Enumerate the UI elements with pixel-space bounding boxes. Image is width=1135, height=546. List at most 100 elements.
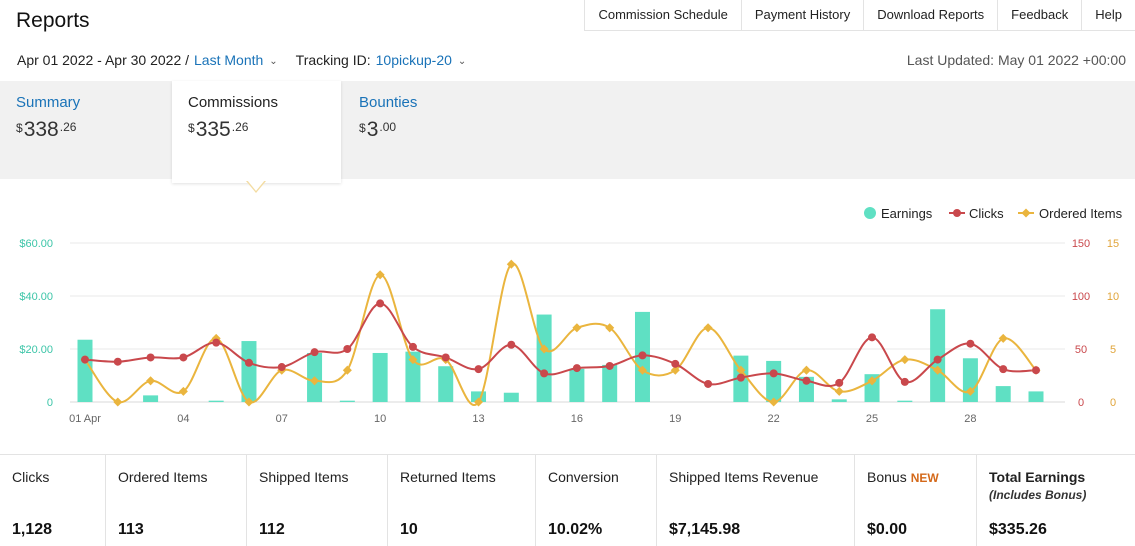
- stat-bonus: Bonus NEW $0.00: [855, 455, 977, 546]
- x-tick-label: 28: [964, 413, 976, 425]
- chevron-down-icon[interactable]: ⌄: [269, 55, 278, 67]
- chart-svg: 0 0 0 $20.00 50 5 $40.00 100 10 $60.00 150 15 01 Apr…: [19, 206, 1122, 425]
- clicks-point: [605, 361, 614, 370]
- clicks-point: [736, 373, 745, 382]
- earnings-bar: [766, 360, 782, 402]
- clicks-point: [966, 339, 975, 348]
- y-left-tick-label: 0: [47, 397, 53, 409]
- x-tick-label: 16: [571, 413, 583, 425]
- clicks-point: [704, 379, 713, 388]
- stat-label: Clicks: [12, 469, 50, 485]
- legend-earnings-marker: [864, 207, 876, 219]
- date-range: Apr 01 2022 - Apr 30 2022 /: [17, 52, 190, 68]
- filter-row: Apr 01 2022 - Apr 30 2022 / Last Month ⌄…: [17, 52, 466, 68]
- clicks-point: [146, 353, 155, 362]
- tab-summary[interactable]: Summary $ 338 .26: [0, 81, 172, 179]
- tab-commissions-label: Commissions: [188, 94, 279, 111]
- clicks-point: [244, 358, 253, 367]
- stat-returned-items: Returned Items 10: [388, 455, 536, 546]
- stat-clicks: Clicks 1,128: [0, 455, 106, 546]
- stat-label: Shipped Items Revenue: [669, 469, 819, 485]
- tab-summary-amount: $ 338 .26: [16, 118, 172, 142]
- earnings-bar: [372, 352, 388, 402]
- stat-value: 1,128: [12, 521, 53, 538]
- y-right-clicks-tick-label: 100: [1072, 291, 1090, 303]
- stats-row: Clicks 1,128 Ordered Items 113 Shipped I…: [0, 454, 1135, 546]
- y-left-tick-label: $40.00: [19, 291, 53, 303]
- earnings-bar: [602, 364, 618, 402]
- clicks-point: [310, 348, 319, 357]
- nav-help[interactable]: Help: [1095, 7, 1122, 22]
- amount-whole: 3: [366, 118, 379, 141]
- clicks-point: [769, 369, 778, 378]
- stat-value: 113: [118, 521, 144, 538]
- x-tick-label: 13: [472, 413, 484, 425]
- ordered-items-point: [146, 376, 156, 386]
- stat-label: Total Earnings: [989, 469, 1086, 485]
- clicks-point: [802, 376, 811, 385]
- stat-label: Bonus NEW: [867, 469, 976, 485]
- clicks-point: [835, 378, 844, 387]
- amount-cents: .26: [231, 120, 249, 134]
- clicks-point: [572, 364, 581, 373]
- currency-symbol: $: [188, 121, 195, 135]
- tracking-id-dropdown[interactable]: 10pickup-20: [375, 52, 452, 68]
- earnings-bar: [503, 392, 519, 402]
- nav-payment-history[interactable]: Payment History: [742, 0, 865, 30]
- tab-commissions-amount: $ 335 .26: [188, 118, 341, 142]
- clicks-point: [999, 365, 1008, 374]
- stat-total-earnings: Total Earnings (Includes Bonus) $335.26: [977, 455, 1135, 546]
- legend-clicks-label: Clicks: [969, 206, 1004, 221]
- clicks-point: [441, 353, 450, 362]
- stat-shipped-items: Shipped Items 112: [247, 455, 388, 546]
- amount-cents: .26: [59, 120, 77, 134]
- nav-download-reports[interactable]: Download Reports: [864, 0, 999, 30]
- earnings-chart: 0 0 0 $20.00 50 5 $40.00 100 10 $60.00 150 15 01 Apr…: [0, 190, 1135, 440]
- earnings-bar: [208, 400, 224, 402]
- tab-bounties[interactable]: Bounties $ 3 .00: [343, 81, 503, 179]
- stat-label-text: Bonus: [867, 469, 907, 485]
- clicks-point: [81, 355, 89, 364]
- stat-value: $335.26: [989, 521, 1047, 538]
- tab-summary-label: Summary: [16, 94, 81, 111]
- period-dropdown[interactable]: Last Month: [194, 52, 264, 68]
- x-tick-label: 25: [866, 413, 878, 425]
- ordered-items-point: [933, 365, 943, 375]
- ordered-items-point: [801, 365, 811, 375]
- x-tick-label: 04: [177, 413, 189, 425]
- ordered-items-point: [900, 355, 910, 365]
- earnings-bar: [798, 376, 814, 402]
- y-left-tick-label: $60.00: [19, 238, 53, 250]
- ordered-items-point: [473, 397, 484, 407]
- x-tick-label: 19: [669, 413, 681, 425]
- nav-feedback[interactable]: Feedback: [998, 0, 1083, 30]
- ordered-items-point: [769, 397, 779, 407]
- ordered-items-point: [834, 386, 844, 396]
- earnings-bar: [143, 395, 159, 402]
- tab-band: Summary $ 338 .26 Commissions $ 335 .26 …: [0, 81, 1135, 183]
- clicks-point: [113, 357, 122, 366]
- x-tick-label: 10: [374, 413, 386, 425]
- y-right-clicks-tick-label: 0: [1078, 397, 1084, 409]
- stat-label: Shipped Items: [259, 469, 349, 485]
- legend-earnings-label: Earnings: [881, 206, 933, 221]
- earnings-bar: [995, 386, 1011, 402]
- amount-cents: .00: [379, 120, 397, 134]
- tab-bounties-amount: $ 3 .00: [359, 118, 503, 142]
- legend-ordered-marker: [1021, 208, 1031, 218]
- earnings-bar: [569, 368, 585, 402]
- earnings-bar: [1028, 391, 1044, 402]
- chevron-down-icon[interactable]: ⌄: [457, 55, 467, 67]
- tab-commissions[interactable]: Commissions $ 335 .26: [172, 81, 341, 183]
- clicks-point: [474, 365, 483, 374]
- ordered-items-point: [572, 323, 582, 333]
- clicks-point: [212, 338, 221, 347]
- ordered-items-line: [84, 262, 1037, 406]
- stat-sublabel: (Includes Bonus): [989, 488, 1087, 502]
- earnings-bar: [897, 400, 913, 402]
- nav-commission-schedule[interactable]: Commission Schedule: [585, 0, 742, 30]
- last-updated: Last Updated: May 01 2022 +00:00: [906, 52, 1126, 68]
- ordered-items-point: [113, 397, 123, 407]
- clicks-point: [507, 340, 516, 349]
